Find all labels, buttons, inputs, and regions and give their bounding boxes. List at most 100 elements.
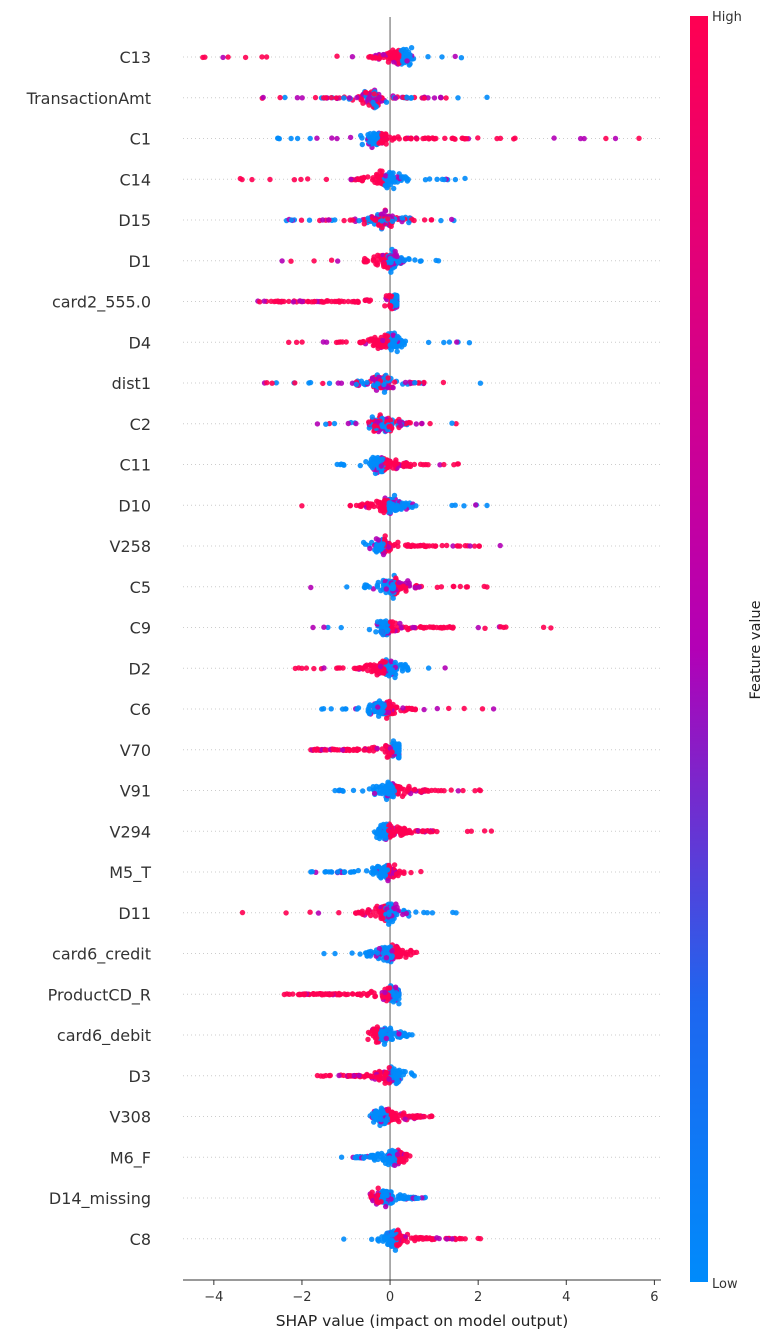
shap-point [458, 55, 465, 61]
shap-point [343, 339, 349, 345]
shap-point [400, 1237, 407, 1244]
shap-point [449, 1236, 455, 1242]
shap-point [387, 423, 394, 430]
shap-point [315, 910, 322, 916]
shap-point [387, 509, 393, 515]
shap-point [381, 389, 388, 395]
shap-point [373, 337, 379, 343]
shap-point [497, 542, 503, 549]
feature-row-points [200, 45, 465, 68]
shap-point [396, 1001, 402, 1007]
shap-point [387, 619, 394, 625]
shap-point [459, 135, 465, 141]
shap-point [438, 217, 444, 224]
shap-point [338, 624, 344, 631]
shap-point [326, 1072, 332, 1079]
shap-point [446, 339, 453, 345]
shap-point [494, 135, 500, 142]
shap-point [442, 135, 448, 141]
shap-point [370, 586, 377, 592]
feature-row-points [281, 983, 402, 1007]
shap-point [307, 379, 314, 386]
shap-point [383, 1069, 389, 1076]
shap-point [376, 94, 382, 101]
shap-point [401, 340, 407, 346]
x-tick-label: −2 [292, 1290, 311, 1305]
shap-point [396, 1031, 402, 1037]
shap-point [434, 584, 440, 590]
shap-point [389, 953, 395, 959]
shap-point [384, 627, 391, 633]
shap-point [363, 459, 369, 465]
shap-point [335, 298, 341, 305]
shap-point [321, 624, 327, 630]
shap-point [410, 624, 416, 631]
shap-point [382, 303, 388, 309]
shap-point [260, 94, 266, 101]
shap-point [460, 787, 466, 794]
shap-point [450, 583, 456, 590]
shap-point [400, 58, 406, 65]
shap-point [388, 294, 394, 300]
shap-point [380, 915, 386, 921]
shap-point [407, 420, 413, 426]
shap-point [422, 135, 428, 141]
shap-point [475, 1235, 481, 1242]
shap-point [383, 99, 390, 105]
shap-point [370, 134, 376, 140]
shap-point [341, 1236, 347, 1242]
shap-point [341, 217, 347, 224]
shap-point [389, 784, 395, 790]
shap-point [391, 337, 398, 343]
shap-point [305, 176, 311, 182]
shap-point [378, 1116, 384, 1123]
shap-point [400, 705, 406, 711]
shap-point [403, 588, 409, 594]
shap-point [377, 663, 384, 670]
feature-label: D15 [118, 211, 151, 230]
shap-point [352, 1155, 358, 1161]
shap-point [417, 624, 423, 630]
shap-point [402, 1069, 408, 1075]
feature-label: V258 [110, 537, 151, 556]
shap-point [320, 380, 326, 387]
shap-point [388, 269, 394, 275]
shap-point [369, 1236, 375, 1243]
shap-point [391, 862, 398, 868]
shap-point [441, 461, 447, 468]
shap-point [363, 868, 370, 874]
shap-point [398, 422, 404, 429]
shap-point [397, 620, 403, 627]
shap-point [387, 1025, 394, 1031]
shap-point [581, 135, 587, 142]
shap-point [299, 95, 305, 101]
shap-point [371, 790, 378, 797]
shap-point [421, 1113, 428, 1120]
shap-point [437, 462, 443, 468]
shap-point [437, 625, 443, 631]
feature-row-points [286, 330, 473, 355]
shap-point [320, 1073, 326, 1079]
feature-row-points [299, 492, 490, 516]
shap-point [421, 909, 427, 916]
shap-point [426, 176, 433, 182]
shap-point [263, 54, 270, 60]
shap-point [389, 703, 395, 710]
shap-point [321, 299, 327, 305]
shap-point [282, 94, 288, 101]
shap-point [369, 464, 376, 471]
shap-point [446, 705, 452, 712]
feature-label: C2 [130, 415, 151, 434]
shap-point [311, 665, 317, 672]
shap-point [434, 828, 440, 835]
shap-point [462, 1236, 468, 1242]
shap-point [420, 828, 426, 834]
shap-point [353, 420, 359, 427]
shap-point [379, 507, 386, 514]
shap-point [379, 168, 385, 174]
shap-point [386, 921, 392, 927]
shap-point [636, 135, 642, 141]
shap-point [385, 994, 391, 1000]
shap-point [286, 991, 292, 997]
shap-points [200, 45, 642, 1253]
